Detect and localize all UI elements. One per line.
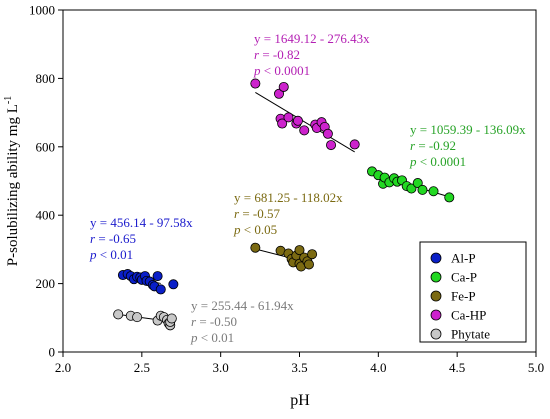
x-tick-label: 2.5 xyxy=(134,360,150,375)
point-fe-p xyxy=(250,242,261,253)
point-ca-hp xyxy=(299,125,310,136)
y-axis-label-text: P-solubilizing ability mg L xyxy=(5,104,21,266)
point-ca-hp xyxy=(322,128,333,139)
annotation-al-p-line-2: r = -0.65 xyxy=(90,231,136,246)
legend-marker-fe-p xyxy=(430,290,442,302)
point-ca-hp xyxy=(283,112,294,123)
point-ca-hp xyxy=(278,81,289,92)
annotation-phytate-line-1: y = 255.44 - 61.94x xyxy=(191,298,294,313)
annotation-al-p-line-1: y = 456.14 - 97.58x xyxy=(90,215,193,230)
point-phytate xyxy=(113,309,124,320)
y-axis: 0 200 400 600 800 1000 xyxy=(29,3,63,360)
y-tick-label: 800 xyxy=(36,71,56,86)
point-ca-p xyxy=(417,184,428,195)
legend-marker-ca-p xyxy=(430,271,442,283)
point-ca-p xyxy=(412,178,423,189)
legend-label-ca-hp: Ca-HP xyxy=(451,308,486,323)
annotation-al-p-line-3: p < 0.01 xyxy=(89,247,133,262)
point-phytate xyxy=(166,313,177,324)
annotation-ca-hp-line-1: y = 1649.12 - 276.43x xyxy=(254,31,370,46)
y-axis-label-superscript: -1 xyxy=(3,96,14,104)
x-tick-label: 4.0 xyxy=(370,360,386,375)
y-tick-label: 1000 xyxy=(29,3,55,18)
point-al-p xyxy=(168,279,179,290)
annotation-fe-p-line-2: r = -0.57 xyxy=(234,206,280,221)
annotation-ca-p-line-1: y = 1059.39 - 136.09x xyxy=(410,122,526,137)
point-ca-hp xyxy=(274,88,285,99)
y-tick-label: 400 xyxy=(36,208,56,223)
legend-label-ca-p: Ca-P xyxy=(451,270,477,285)
legend-label-al-p: Al-P xyxy=(451,251,476,266)
fit-line-ca-hp xyxy=(255,91,355,153)
y-axis-label: P-solubilizing ability mg L-1 xyxy=(3,96,21,266)
annotation-ca-p-line-2: r = -0.92 xyxy=(410,138,456,153)
annotation-phytate-line-2: r = -0.50 xyxy=(191,314,237,329)
y-tick-label: 600 xyxy=(36,139,56,154)
point-ca-hp xyxy=(349,139,360,150)
point-ca-p xyxy=(444,192,455,203)
legend-label-phytate: Phytate xyxy=(451,327,490,342)
x-tick-label: 3.0 xyxy=(213,360,229,375)
legend-marker-phytate xyxy=(430,328,442,340)
annotation-ca-hp-line-3: p < 0.0001 xyxy=(253,63,310,78)
point-ca-hp xyxy=(277,118,288,129)
point-ca-hp xyxy=(292,115,303,126)
y-tick-label: 200 xyxy=(36,276,56,291)
annotation-ca-p-line-3: p < 0.0001 xyxy=(409,154,466,169)
point-ca-p xyxy=(406,183,417,194)
x-tick-label: 2.0 xyxy=(55,360,71,375)
annotation-ca-hp-line-2: r = -0.82 xyxy=(254,47,300,62)
point-ca-hp xyxy=(326,140,337,151)
x-axis: 2.0 2.5 3.0 3.5 4.0 4.5 5.0 xyxy=(55,352,544,375)
annotation-fe-p-line-1: y = 681.25 - 118.02x xyxy=(234,190,343,205)
point-al-p xyxy=(152,271,163,282)
x-axis-label: pH xyxy=(290,392,310,409)
data-points xyxy=(113,78,455,331)
point-ca-p xyxy=(428,186,439,197)
legend-label-fe-p: Fe-P xyxy=(451,289,476,304)
point-fe-p xyxy=(294,245,305,256)
point-ca-hp xyxy=(250,78,261,89)
y-tick-label: 0 xyxy=(49,345,56,360)
x-tick-label: 3.5 xyxy=(291,360,307,375)
legend-marker-al-p xyxy=(430,252,442,264)
legend-marker-ca-hp xyxy=(430,309,442,321)
point-fe-p xyxy=(307,249,318,260)
annotation-fe-p-line-3: p < 0.05 xyxy=(233,222,277,237)
point-phytate xyxy=(132,312,143,323)
legend: Al-P Ca-P Fe-P Ca-HP Phytate xyxy=(419,241,527,343)
point-fe-p xyxy=(303,259,314,270)
point-al-p xyxy=(155,284,166,295)
x-tick-label: 5.0 xyxy=(528,360,544,375)
x-tick-label: 4.5 xyxy=(449,360,465,375)
annotation-phytate-line-3: p < 0.01 xyxy=(190,330,234,345)
